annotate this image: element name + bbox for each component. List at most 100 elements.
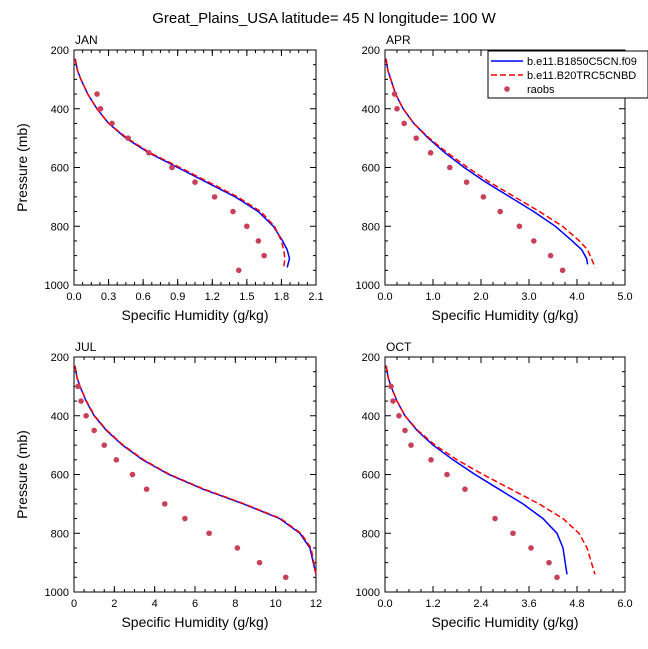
y-tick-label: 200 — [51, 352, 69, 364]
x-tick-label: 1.8 — [274, 291, 289, 303]
y-tick-label: 600 — [51, 163, 69, 175]
y-axis-label: Pressure (mb) — [14, 430, 30, 519]
x-tick-label: 0.6 — [135, 291, 150, 303]
raob-point — [516, 223, 523, 230]
x-tick-label: 0.0 — [377, 291, 392, 303]
y-tick-label: 400 — [51, 104, 69, 116]
x-axis-label: Specific Humidity (g/kg) — [431, 307, 578, 323]
raob-point — [388, 383, 394, 390]
series-line-b20trc — [385, 365, 596, 575]
y-tick-label: 400 — [51, 411, 69, 423]
raob-point — [554, 574, 560, 581]
legend-marker — [504, 86, 510, 92]
raob-point — [192, 179, 198, 185]
x-tick-label: 0.0 — [377, 598, 392, 610]
x-tick-label: 0 — [71, 598, 77, 610]
x-tick-label: 12 — [310, 598, 322, 610]
x-axis-label: Specific Humidity (g/kg) — [431, 614, 578, 630]
raob-point — [510, 530, 516, 537]
raob-point — [78, 398, 84, 404]
y-tick-label: 1000 — [45, 280, 69, 292]
raob-point — [547, 252, 554, 259]
y-tick-label: 1000 — [356, 587, 380, 599]
panel-title: JUL — [75, 340, 97, 354]
raob-point — [497, 208, 504, 215]
plot-frame — [73, 356, 317, 593]
raob-point — [531, 238, 537, 244]
raob-point — [146, 150, 152, 156]
raob-point — [129, 471, 136, 478]
raob-point — [244, 223, 250, 230]
raob-point — [480, 194, 487, 200]
y-tick-label: 600 — [51, 470, 69, 482]
raob-point — [492, 515, 498, 522]
raob-point — [75, 383, 81, 390]
legend: b.e11.B1850C5CN.f09 b.e11.B20TRC5CNBD raob… — [487, 50, 648, 99]
y-tick-label: 800 — [51, 221, 69, 233]
x-tick-label: 4.0 — [569, 291, 584, 303]
raob-point — [235, 267, 242, 274]
y-tick-label: 200 — [362, 352, 380, 364]
raob-point — [282, 574, 289, 581]
y-tick-label: 400 — [362, 411, 380, 423]
series-line-b20trc — [74, 58, 286, 268]
raob-point — [109, 120, 115, 127]
plot-frame — [73, 49, 317, 286]
raob-point — [83, 412, 89, 419]
raob-point — [428, 457, 434, 463]
figure-title: Great_Plains_USA latitude= 45 N longitud… — [152, 10, 496, 27]
raob-point — [143, 486, 150, 492]
raob-point — [390, 398, 396, 404]
series-line-b1850 — [385, 365, 568, 575]
raob-point — [546, 559, 552, 566]
y-axis-label: Pressure (mb) — [14, 123, 30, 212]
x-tick-label: 6.0 — [617, 598, 632, 610]
y-tick-label: 1000 — [356, 280, 380, 292]
x-tick-label: 3.0 — [521, 291, 536, 303]
series-line-b1850 — [74, 58, 291, 268]
x-tick-label: 5.0 — [617, 291, 632, 303]
raob-point — [391, 91, 398, 97]
x-tick-label: 1.5 — [239, 291, 254, 303]
series-line-b20trc — [385, 58, 596, 268]
raob-point — [255, 238, 262, 244]
y-tick-label: 600 — [362, 470, 380, 482]
raob-point — [230, 208, 236, 215]
raob-point — [169, 164, 175, 171]
y-tick-label: 1000 — [45, 587, 69, 599]
raob-point — [396, 412, 402, 419]
x-tick-label: 3.6 — [521, 598, 536, 610]
x-tick-label: 0.0 — [66, 291, 81, 303]
raob-point — [182, 515, 188, 522]
x-tick-label: 2.0 — [473, 291, 488, 303]
x-axis-label: Specific Humidity (g/kg) — [121, 614, 268, 630]
y-tick-label: 200 — [51, 45, 69, 57]
raob-point — [427, 150, 434, 156]
raob-point — [206, 530, 212, 537]
raob-point — [97, 105, 104, 112]
panel-title: APR — [386, 33, 411, 47]
x-tick-label: 1.2 — [205, 291, 220, 303]
legend-label: raobs — [527, 84, 555, 96]
raob-point — [444, 471, 450, 478]
x-tick-label: 10 — [270, 598, 282, 610]
y-tick-label: 800 — [362, 221, 380, 233]
raob-point — [234, 545, 241, 551]
legend-label: b.e11.B20TRC5CNBD — [527, 70, 636, 82]
raob-point — [125, 135, 131, 141]
raob-point — [402, 427, 408, 434]
series-line-b1850 — [74, 365, 317, 575]
raob-point — [94, 91, 100, 97]
raob-point — [528, 545, 534, 551]
panel-title: JAN — [75, 33, 98, 47]
raob-point — [413, 135, 420, 141]
raob-point — [463, 179, 470, 185]
x-tick-label: 2.4 — [473, 598, 488, 610]
x-tick-label: 4.8 — [569, 598, 584, 610]
raob-point — [101, 442, 108, 448]
x-tick-label: 0.9 — [170, 291, 185, 303]
raob-point — [91, 427, 97, 434]
x-tick-label: 0.3 — [101, 291, 116, 303]
